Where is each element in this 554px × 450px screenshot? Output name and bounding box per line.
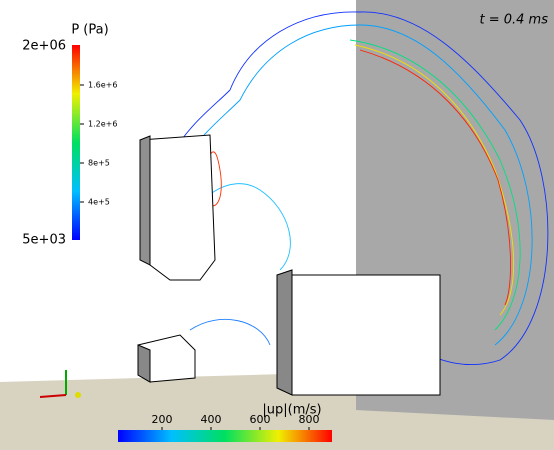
velocity-tick-label: 200	[152, 413, 173, 426]
pressure-tick-label: 8e+5	[88, 159, 110, 168]
pressure-ticks: 1.6e+6 1.2e+6 8e+5 4e+5	[80, 81, 117, 207]
left-block-side	[140, 136, 150, 265]
pressure-tick-label: 1.2e+6	[88, 120, 117, 129]
front-box-side	[277, 270, 292, 395]
pressure-min: 5e+03	[22, 233, 66, 248]
scene: t = 0.4 ms P (Pa) 2e+06 5e+03 1.6e+6 1.2e…	[0, 0, 554, 450]
pressure-title: P (Pa)	[71, 23, 108, 38]
left-block	[140, 135, 215, 280]
velocity-tick-label: 600	[250, 413, 271, 426]
velocity-colorbar	[118, 430, 332, 442]
pressure-max: 2e+06	[22, 39, 66, 54]
pressure-colorbar	[72, 45, 80, 240]
velocity-tick-label: 400	[201, 413, 222, 426]
velocity-tick-label: 800	[299, 413, 320, 426]
low-block-side	[138, 345, 150, 382]
pressure-tick-label: 4e+5	[88, 198, 110, 207]
axis-z	[75, 392, 81, 398]
front-box	[277, 275, 440, 395]
time-label: t = 0.4 ms	[480, 13, 549, 28]
pressure-tick-label: 1.6e+6	[88, 81, 117, 90]
